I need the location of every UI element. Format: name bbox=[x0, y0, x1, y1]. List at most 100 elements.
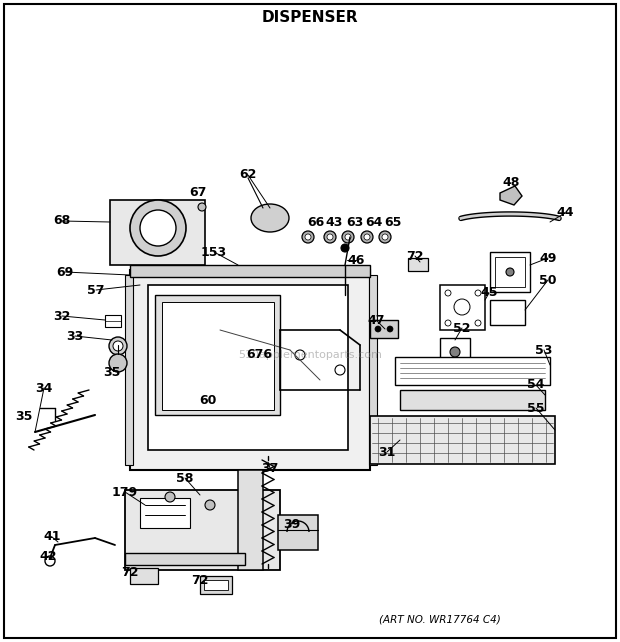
Circle shape bbox=[295, 350, 305, 360]
Bar bbox=[125, 553, 245, 565]
Bar bbox=[162, 302, 274, 410]
Text: 68: 68 bbox=[53, 214, 71, 227]
Bar bbox=[125, 490, 280, 570]
Circle shape bbox=[454, 299, 470, 315]
Bar bbox=[204, 580, 228, 590]
Circle shape bbox=[335, 365, 345, 375]
Text: 33: 33 bbox=[66, 329, 84, 342]
Circle shape bbox=[327, 234, 333, 240]
Text: 44: 44 bbox=[556, 207, 574, 220]
Text: 35: 35 bbox=[104, 365, 121, 379]
Bar bbox=[105, 315, 121, 327]
Text: 39: 39 bbox=[283, 517, 301, 530]
Text: 72: 72 bbox=[122, 566, 139, 578]
Text: 37: 37 bbox=[261, 462, 278, 474]
Bar bbox=[400, 390, 545, 410]
Bar bbox=[200, 576, 232, 594]
Text: 31: 31 bbox=[378, 446, 396, 458]
Text: 46: 46 bbox=[347, 254, 365, 266]
Bar bbox=[130, 265, 370, 277]
Circle shape bbox=[387, 326, 393, 332]
Text: 41: 41 bbox=[43, 530, 61, 544]
Bar bbox=[148, 285, 348, 450]
Text: 153: 153 bbox=[201, 245, 227, 259]
Bar bbox=[369, 275, 377, 465]
Circle shape bbox=[205, 500, 215, 510]
Text: 69: 69 bbox=[56, 266, 74, 279]
Text: 34: 34 bbox=[35, 381, 53, 394]
Circle shape bbox=[109, 354, 127, 372]
Text: 66: 66 bbox=[308, 216, 325, 229]
Circle shape bbox=[382, 234, 388, 240]
Circle shape bbox=[445, 290, 451, 296]
Circle shape bbox=[340, 290, 350, 300]
Polygon shape bbox=[500, 186, 522, 205]
Text: 49: 49 bbox=[539, 252, 557, 265]
Bar bbox=[278, 515, 318, 550]
Bar bbox=[408, 258, 428, 271]
Circle shape bbox=[45, 556, 55, 566]
Circle shape bbox=[475, 320, 481, 326]
Circle shape bbox=[506, 268, 514, 276]
Text: 55: 55 bbox=[527, 401, 545, 415]
Text: 43: 43 bbox=[326, 216, 343, 229]
Bar bbox=[490, 252, 530, 292]
Text: 45: 45 bbox=[480, 286, 498, 300]
Text: 179: 179 bbox=[112, 485, 138, 498]
Text: 57: 57 bbox=[87, 284, 105, 297]
Circle shape bbox=[345, 234, 351, 240]
Text: 48: 48 bbox=[502, 177, 520, 189]
Text: 63: 63 bbox=[347, 216, 363, 229]
Circle shape bbox=[445, 320, 451, 326]
Text: 510applementoparts.com: 510applementoparts.com bbox=[238, 350, 382, 360]
Circle shape bbox=[140, 210, 176, 246]
Bar bbox=[155, 295, 280, 415]
Text: 72: 72 bbox=[191, 575, 209, 587]
Text: 65: 65 bbox=[384, 216, 402, 229]
Text: 67: 67 bbox=[189, 186, 206, 200]
Circle shape bbox=[113, 341, 123, 351]
Text: 32: 32 bbox=[53, 309, 71, 322]
Circle shape bbox=[305, 234, 311, 240]
Circle shape bbox=[361, 231, 373, 243]
Text: 53: 53 bbox=[535, 343, 552, 356]
Text: 47: 47 bbox=[367, 313, 385, 327]
Text: 35: 35 bbox=[16, 410, 33, 422]
Bar bbox=[370, 416, 555, 464]
Circle shape bbox=[341, 244, 349, 252]
Text: 54: 54 bbox=[527, 379, 545, 392]
Text: 64: 64 bbox=[365, 216, 383, 229]
Bar bbox=[130, 568, 158, 584]
Circle shape bbox=[302, 231, 314, 243]
Bar bbox=[395, 357, 550, 385]
Bar bbox=[440, 338, 470, 366]
Circle shape bbox=[109, 337, 127, 355]
Ellipse shape bbox=[251, 204, 289, 232]
Bar bbox=[125, 275, 133, 465]
Circle shape bbox=[324, 231, 336, 243]
Bar bbox=[238, 470, 263, 570]
Circle shape bbox=[198, 203, 206, 211]
Text: 72: 72 bbox=[406, 250, 423, 263]
Circle shape bbox=[364, 234, 370, 240]
Text: 42: 42 bbox=[39, 550, 57, 564]
Text: DISPENSER: DISPENSER bbox=[262, 10, 358, 26]
Text: 60: 60 bbox=[199, 394, 216, 406]
Bar bbox=[370, 320, 398, 338]
Circle shape bbox=[375, 326, 381, 332]
Bar bbox=[130, 270, 370, 470]
Text: 50: 50 bbox=[539, 273, 557, 286]
Circle shape bbox=[130, 200, 186, 256]
Bar bbox=[495, 257, 525, 287]
Bar bbox=[490, 300, 525, 325]
Bar bbox=[110, 200, 205, 265]
Circle shape bbox=[450, 347, 460, 357]
Circle shape bbox=[475, 290, 481, 296]
Circle shape bbox=[379, 231, 391, 243]
Text: 62: 62 bbox=[239, 168, 257, 182]
Bar bbox=[140, 498, 190, 528]
Bar bbox=[440, 285, 485, 330]
Text: 58: 58 bbox=[176, 471, 193, 485]
Circle shape bbox=[165, 492, 175, 502]
Text: 52: 52 bbox=[453, 322, 471, 334]
